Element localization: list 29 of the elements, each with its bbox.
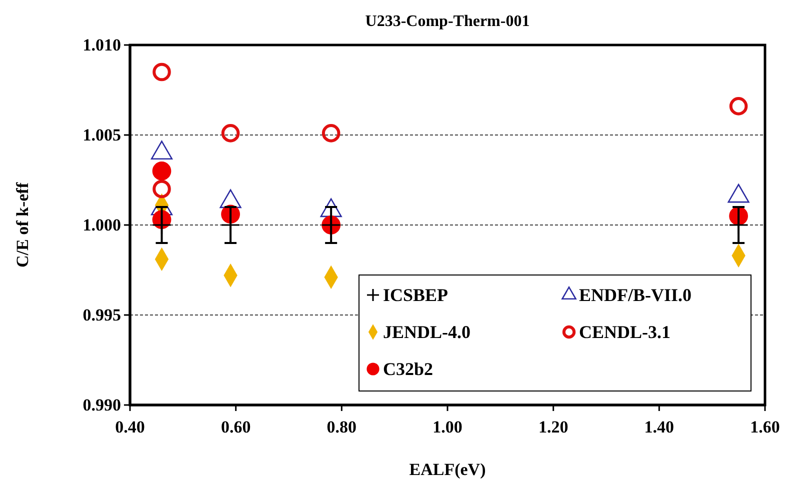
legend-label: JENDL-4.0	[383, 322, 471, 342]
x-tick-label: 0.80	[326, 418, 357, 437]
chart-title: U233-Comp-Therm-001	[365, 13, 530, 30]
point	[152, 62, 171, 82]
y-tick-label: 1.010	[82, 35, 121, 54]
legend-label: CENDL-3.1	[579, 322, 671, 342]
point	[729, 97, 748, 116]
x-tick-label: 1.20	[538, 418, 568, 437]
y-tick-label: 1.005	[82, 125, 121, 144]
point	[728, 215, 748, 235]
point	[152, 162, 172, 180]
y-tick-label: 0.995	[82, 305, 121, 324]
y-tick-label: 0.990	[82, 395, 121, 414]
point	[152, 180, 171, 198]
legend-label: ENDF/B-VII.0	[579, 285, 692, 305]
x-tick-label: 0.40	[115, 418, 145, 437]
y-tick-label: 1.000	[82, 215, 121, 234]
x-tick-label: 1.40	[644, 418, 674, 437]
legend-label: ICSBEP	[383, 285, 448, 305]
legend-label: C32b2	[383, 359, 434, 379]
point	[152, 215, 172, 235]
point	[220, 215, 240, 235]
point	[221, 124, 240, 142]
point	[322, 124, 340, 142]
x-tick-label: 0.60	[220, 418, 251, 437]
x-axis-title: EALF(eV)	[409, 460, 486, 479]
x-tick-label: 1.60	[750, 418, 780, 437]
x-tick-label: 1.00	[432, 418, 462, 437]
y-axis-title: C/E of k-eff	[13, 182, 32, 268]
